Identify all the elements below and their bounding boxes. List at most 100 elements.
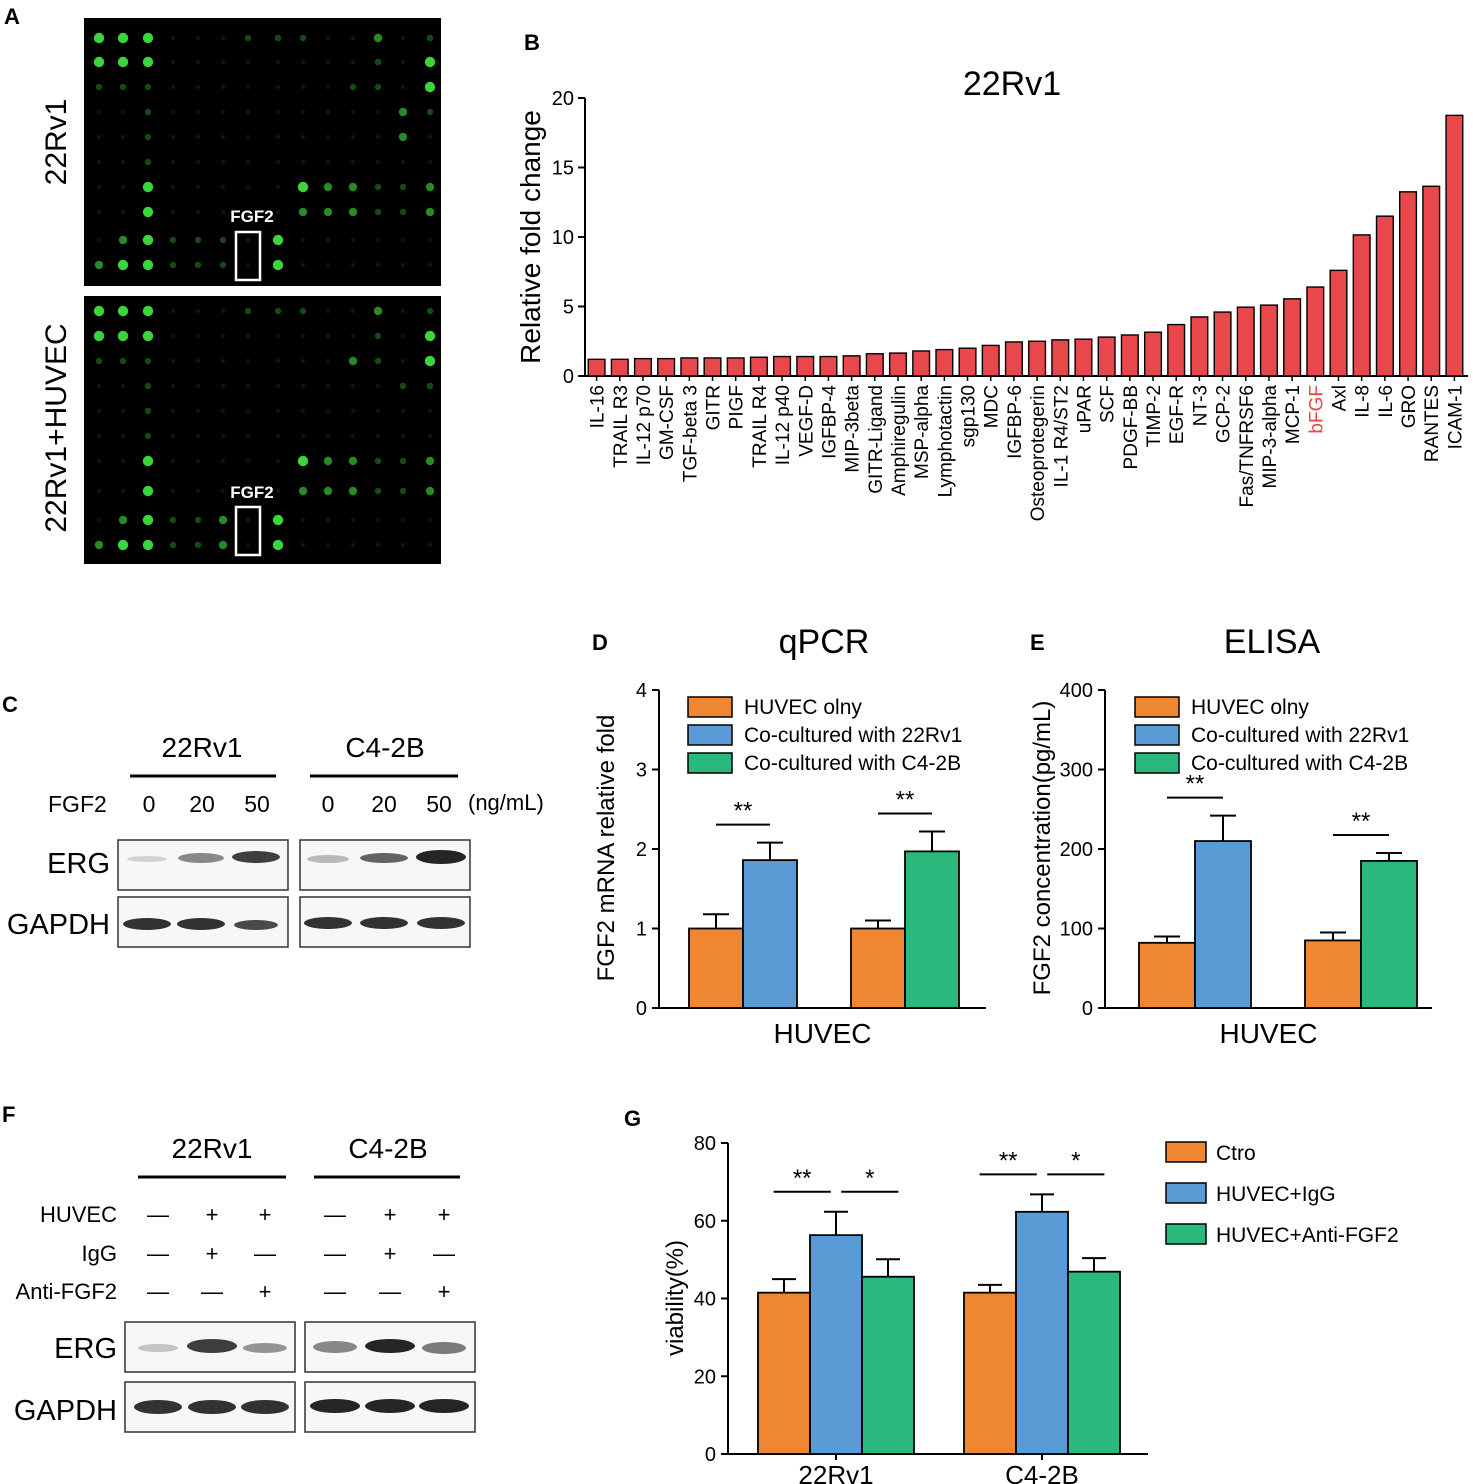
array-spot: [399, 183, 407, 191]
blot-band: [422, 1342, 466, 1354]
array-spot: [144, 432, 152, 440]
chart-title: qPCR: [779, 623, 870, 661]
array-spot: [219, 261, 227, 269]
array-spot: [275, 109, 281, 115]
x-tick-label: MIP-3beta: [843, 385, 864, 473]
array-spot: [93, 56, 105, 68]
bar: [1329, 269, 1348, 377]
array-spot: [117, 259, 129, 271]
array-spot: [195, 35, 201, 41]
array-spot: [300, 237, 306, 243]
legend-swatch: [687, 724, 733, 746]
x-tick-label: GCP-2: [1214, 385, 1235, 443]
array-spot: [398, 132, 408, 142]
array-spot: [272, 259, 284, 271]
blot-c-dose: 0: [322, 791, 335, 817]
array-spot: [398, 107, 408, 117]
array-spot: [325, 433, 331, 439]
array-spot: [350, 542, 356, 548]
array-row-label-2: 22Rv1+HUVEC: [40, 323, 73, 532]
blot-band: [304, 917, 352, 929]
array-spot: [194, 261, 202, 269]
chart-d: qPCR FGF2 mRNA relative fold 0 1 2 3 4 HUVEC HUV…: [593, 623, 986, 1049]
array-spot: [325, 542, 331, 548]
blot-f-marks: — + + — + + — + — — + — — — + — — +: [147, 1202, 455, 1304]
array-spot: [374, 208, 382, 216]
array-spot: [350, 59, 356, 65]
x-tick-label: C4-2B: [1005, 1460, 1079, 1484]
array-spot: [275, 383, 281, 389]
array-spot: [245, 84, 251, 90]
array-spot: [220, 358, 226, 364]
bar: [888, 352, 908, 377]
array-spot: [94, 540, 104, 550]
bar: [1194, 840, 1252, 1009]
blot-band: [313, 1341, 357, 1353]
array-spot: [117, 56, 129, 68]
array-spot: [170, 184, 176, 190]
array-spot: [375, 134, 381, 140]
x-tick-label: ICAM-1: [1445, 385, 1466, 449]
bar: [819, 355, 838, 377]
x-tick-label: MDC: [982, 385, 1003, 428]
bar: [1445, 114, 1464, 377]
bar: [757, 1291, 811, 1455]
condition-mark: —: [324, 1279, 346, 1304]
array-spot: [373, 306, 383, 316]
array-spot: [325, 109, 331, 115]
y-axis-label: FGF2 concentration(pg/mL): [1029, 701, 1056, 996]
array-spot: [194, 516, 202, 524]
x-tick-label: Osteoprotegerin: [1028, 385, 1049, 521]
array-spot: [245, 184, 251, 190]
array-spot: [96, 488, 102, 494]
blot-f-condition-label: IgG: [82, 1241, 117, 1266]
blot-band: [365, 1339, 415, 1353]
array-spot: [426, 382, 434, 390]
bar: [610, 358, 629, 377]
array-spot: [275, 159, 281, 165]
x-tick-label: bFGF: [1306, 385, 1327, 434]
array-spot: [297, 455, 309, 467]
array-spot: [275, 433, 281, 439]
y-axis-label: FGF2 mRNA relative fold: [593, 715, 620, 982]
array-spot: [245, 134, 251, 140]
significance-marker: *: [1071, 1147, 1080, 1174]
bar: [861, 1275, 915, 1455]
array-spot: [245, 59, 251, 65]
array-spot: [245, 333, 251, 339]
x-tick-label: VEGF-D: [796, 385, 817, 457]
array-spot: [424, 330, 436, 342]
array-spot: [426, 307, 434, 315]
significance-marker: *: [865, 1165, 874, 1192]
array-spot: [300, 542, 306, 548]
array-spot: [195, 84, 201, 90]
array-spot: [400, 517, 406, 523]
bar: [587, 358, 606, 377]
blot-c-row-erg: ERG: [47, 848, 110, 880]
array-spot: [195, 209, 201, 215]
bar: [1306, 286, 1325, 377]
chart-title: 22Rv1: [963, 65, 1061, 103]
array-spot: [325, 159, 331, 165]
array-spot: [325, 517, 331, 523]
array-spot: [350, 262, 356, 268]
bar: [749, 356, 768, 377]
blot-c-dose: 50: [244, 791, 270, 817]
array-spot: [120, 134, 126, 140]
blot-band: [417, 917, 465, 929]
bar: [1004, 341, 1023, 377]
blot-band: [134, 1400, 182, 1414]
array-spot: [170, 35, 176, 41]
array-spot: [220, 134, 226, 140]
blot-band: [232, 851, 280, 863]
array-spot: [349, 83, 357, 91]
array-spot: [426, 108, 434, 116]
array-spot: [170, 109, 176, 115]
array-spot: [299, 34, 307, 42]
panel-f: 22Rv1 C4-2B HUVEC IgG Anti-FGF2 — + + — + + — +…: [14, 1133, 476, 1433]
array-spot: [96, 184, 102, 190]
panel-a: 22Rv1 22Rv1+HUVEC FGF2 FGF2: [40, 18, 441, 564]
panel-label-a: A: [4, 4, 20, 29]
array-spot: [170, 358, 176, 364]
